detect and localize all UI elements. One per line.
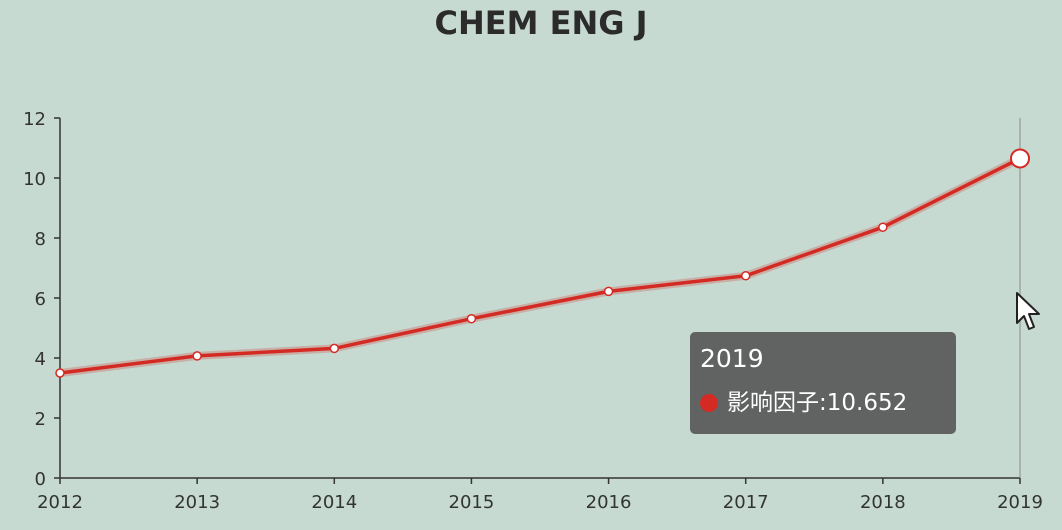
x-tick-label: 2012 <box>37 492 83 513</box>
tooltip: 2019 影响因子: 10.652 <box>690 332 956 434</box>
data-point[interactable] <box>603 286 614 297</box>
data-point-highlighted[interactable] <box>1010 148 1030 169</box>
tooltip-title: 2019 <box>700 344 764 373</box>
tooltip-separator: : <box>819 390 827 416</box>
tooltip-value: 10.652 <box>826 390 908 416</box>
x-tick-label: 2018 <box>860 492 906 513</box>
data-point[interactable] <box>466 313 477 324</box>
tooltip-series-name: 影响因子 <box>727 390 819 416</box>
tooltip-series-dot <box>700 394 718 412</box>
y-tick-label: 0 <box>35 469 46 490</box>
chart-title: CHEM ENG J <box>434 4 648 42</box>
axes <box>54 117 1021 484</box>
mouse-pointer-icon <box>1016 292 1040 330</box>
x-tick-label: 2016 <box>586 492 632 513</box>
y-tick-label: 10 <box>23 169 46 190</box>
y-axis-labels: 0 2 4 6 8 10 12 <box>23 109 46 490</box>
data-point[interactable] <box>878 222 888 232</box>
x-tick-label: 2015 <box>449 492 495 513</box>
data-point[interactable] <box>329 343 340 354</box>
data-point[interactable] <box>55 368 65 378</box>
x-tick-label: 2019 <box>997 492 1043 513</box>
x-axis-labels: 2012 2013 2014 2015 2016 2017 2018 2019 <box>37 492 1043 513</box>
y-tick-label: 12 <box>23 109 46 130</box>
y-tick-label: 6 <box>35 289 46 310</box>
x-tick-label: 2017 <box>723 492 769 513</box>
series-line <box>59 156 1021 375</box>
tooltip-row: 影响因子: 10.652 <box>700 388 946 418</box>
data-point[interactable] <box>740 271 751 281</box>
x-tick-label: 2014 <box>311 492 357 513</box>
x-tick-label: 2013 <box>174 492 220 513</box>
y-tick-label: 8 <box>35 229 46 250</box>
y-tick-label: 2 <box>35 409 46 430</box>
y-tick-label: 4 <box>35 349 46 370</box>
data-point[interactable] <box>192 351 202 361</box>
series-group <box>55 148 1030 378</box>
